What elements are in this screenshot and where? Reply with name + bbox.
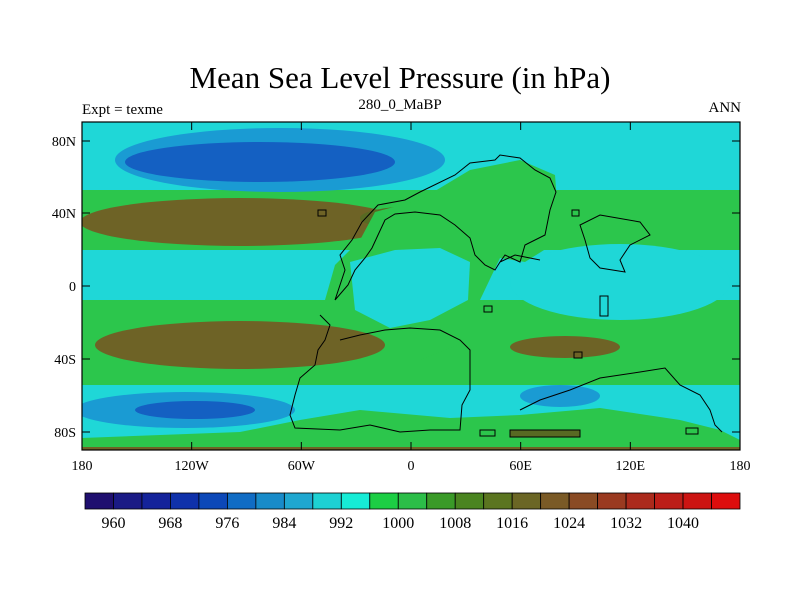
season-label: ANN [708, 100, 742, 116]
colorbar-swatch [340, 492, 371, 510]
latitude-axis: 80N 40N 0 40S 80S [52, 135, 740, 441]
lon-tick-label: 120E [616, 459, 646, 474]
colorbar-swatch [711, 492, 741, 510]
colorbar-swatch [255, 492, 285, 510]
longitude-axis: 180 120W 60W 0 60E 120E 180 [72, 122, 751, 474]
east-ocean-low [510, 244, 730, 320]
lat-tick-label: 0 [69, 280, 76, 295]
lat-tick-label: 40N [52, 207, 76, 222]
high-south [95, 321, 385, 369]
colorbar-label: 1024 [553, 515, 585, 532]
colorbar-swatch [141, 492, 171, 510]
colorbar-swatch [597, 492, 627, 510]
coastline-main [289, 154, 723, 433]
colorbar-swatch [426, 492, 456, 510]
colorbar-swatch [682, 492, 712, 510]
lon-tick-label: 180 [72, 459, 93, 474]
island-outline [479, 429, 496, 437]
low-north-core [125, 142, 395, 182]
colorbar-label: 960 [101, 515, 125, 532]
island-outline [573, 351, 583, 359]
colorbar-label: 992 [329, 515, 353, 532]
colorbar-swatch [312, 492, 342, 510]
map-fields [82, 122, 740, 450]
colorbar-label: 968 [158, 515, 182, 532]
island-outline [317, 209, 327, 217]
colorbar-label: 1016 [496, 515, 528, 532]
colorbar-label: 984 [272, 515, 296, 532]
map-title: Mean Sea Level Pressure (in hPa) [189, 60, 611, 95]
colorbar-swatch [369, 492, 399, 510]
continent-low [350, 248, 470, 328]
colorbar-swatch [511, 492, 542, 510]
colorbar-swatch [540, 492, 570, 510]
colorbar-label: 1008 [439, 515, 471, 532]
colorbar-label: 1040 [667, 515, 699, 532]
lon-tick-label: 0 [408, 459, 415, 474]
island-outline [685, 427, 699, 435]
high-south-east [510, 336, 620, 358]
colorbar-swatch [170, 492, 200, 510]
map-subtitle: 280_0_MaBP [358, 97, 442, 113]
colorbar-label: 1032 [610, 515, 642, 532]
lon-tick-label: 60E [509, 459, 532, 474]
colorbar: 960 968 976 984 992 1000 1008 1016 1024 1032 1040 [84, 492, 741, 532]
lat-tick-label: 80N [52, 135, 76, 150]
low-south-core [135, 401, 255, 419]
colorbar-swatch [654, 492, 684, 510]
colorbar-swatch [283, 492, 314, 510]
lat-tick-label: 80S [54, 426, 76, 441]
low-south-east [520, 385, 600, 407]
colorbar-swatch [454, 492, 485, 510]
high-north [82, 198, 400, 246]
lon-tick-label: 180 [730, 459, 751, 474]
lat-tick-label: 40S [54, 353, 76, 368]
colorbar-swatch [625, 492, 655, 510]
colorbar-swatch [483, 492, 513, 510]
island-outline [571, 209, 580, 217]
colorbar-swatch [397, 492, 428, 510]
lon-tick-label: 60W [288, 459, 316, 474]
polar-high-patch [510, 430, 580, 437]
south-polar-land [82, 408, 740, 450]
colorbar-label: 1000 [382, 515, 414, 532]
island-outline [599, 295, 609, 317]
colorbar-label: 976 [215, 515, 239, 532]
colorbar-swatch [113, 492, 143, 510]
experiment-label: Expt = texme [82, 102, 163, 118]
island-outline [509, 429, 581, 438]
lon-tick-label: 120W [175, 459, 210, 474]
colorbar-swatch [84, 492, 114, 510]
colorbar-swatch [226, 492, 257, 510]
island-outline [483, 305, 493, 313]
colorbar-swatch [568, 492, 599, 510]
colorbar-swatch [198, 492, 228, 510]
